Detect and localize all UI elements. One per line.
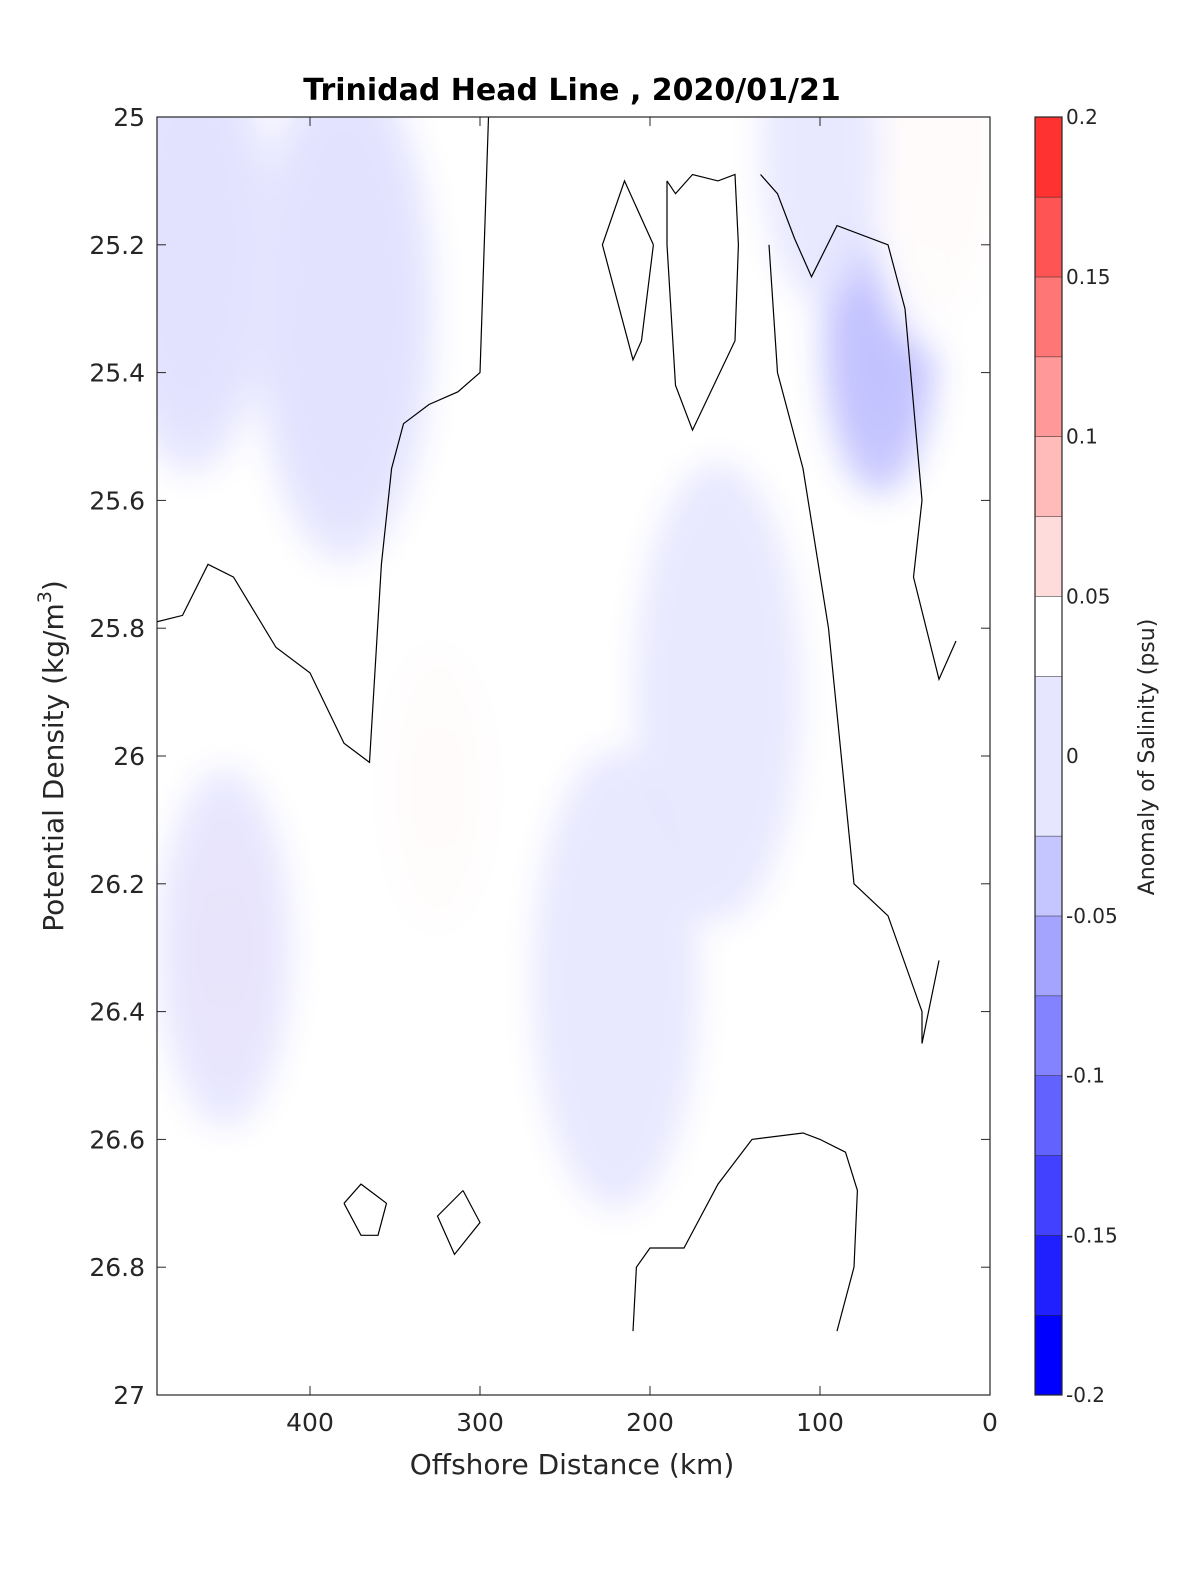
y-tick-label-1: 25.2 [89,231,145,260]
y-tick-label-5: 26 [113,742,145,771]
y-tick-label-3: 25.6 [89,486,145,515]
x-tick-label-0: 400 [286,1408,334,1437]
y-tick-label-0: 25 [113,103,145,132]
y-axis-label-end: ) [37,580,70,591]
zero-contour-lines [157,117,957,1332]
anomaly-feature-7-level-4 [864,117,990,354]
colorbar-band-14 [1035,117,1062,197]
y-axis-label-superscript: 3 [34,591,56,603]
colorbar-label: Anomaly of Salinity (psu) [1135,619,1160,896]
anomaly-feature-5-level-3 [370,607,505,968]
colorbar-band-3 [1035,1075,1062,1156]
colorbar-band-4 [1035,995,1062,1076]
y-axis-ticks: 25 25.2 25.4 25.6 25.8 26 26.2 26.4 26.6 26.8 27 [89,103,990,1410]
x-axis-ticks: 400 300 200 100 0 [286,117,998,1437]
colorbar-band-10 [1035,436,1062,517]
anomaly-feature-1-level-5 [157,117,274,475]
y-tick-label-4: 25.8 [89,614,145,643]
colorbar-tick-label-0: 0.2 [1066,105,1098,129]
colorbar-band-7 [1035,676,1062,836]
zero-contour-7 [632,1132,859,1332]
x-tick-label-2: 200 [626,1408,674,1437]
y-tick-label-8: 26.6 [89,1125,145,1154]
anomaly-field-blur [157,117,990,1332]
chart-title: Trinidad Head Line , 2020/01/21 [303,73,840,108]
anomaly-feature-8-level-2 [761,117,879,304]
zero-contour-5 [343,1183,388,1236]
zero-contour-1 [601,179,654,362]
colorbar-band-2 [1035,1155,1062,1236]
x-axis-label: Offshore Distance (km) [410,1448,735,1481]
colorbar-band-8 [1035,596,1062,677]
zero-contour-2 [666,173,740,432]
y-tick-label-7: 26.4 [89,998,145,1027]
colorbar-tick-label-2: 0.1 [1066,425,1098,449]
colorbar-band-13 [1035,196,1062,277]
zero-contour-0 [157,117,490,764]
x-tick-label-4: 0 [982,1408,998,1437]
anomaly-field [157,117,990,1332]
y-tick-label-2: 25.4 [89,359,145,388]
anomaly-feature-4-level-5 [533,749,699,1210]
colorbar-tick-label-8: -0.2 [1066,1383,1105,1407]
x-tick-label-3: 100 [796,1408,844,1437]
colorbar-tick-label-1: 0.15 [1066,265,1111,289]
y-axis-label: Potential Density (kg/m3) [34,580,70,932]
colorbar-band-5 [1035,915,1062,996]
colorbar-tick-label-6: -0.1 [1066,1064,1105,1088]
anomaly-feature-3-level-5 [635,462,801,923]
zero-contour-3 [760,174,957,682]
colorbar-band-9 [1035,516,1062,597]
colorbar-band-1 [1035,1235,1062,1316]
y-axis-label-main: Potential Density (kg/m [37,603,70,932]
colorbar-tick-label-5: -0.05 [1066,904,1118,928]
zero-contour-6 [436,1190,481,1256]
y-tick-label-9: 26.8 [89,1253,145,1282]
anomaly-feature-6-level-3 [158,767,292,1128]
colorbar-band-12 [1035,276,1062,357]
colorbar-band-6 [1035,835,1062,916]
colorbar-band-0 [1035,1315,1062,1395]
colorbar-tick-label-4: 0 [1066,744,1079,768]
zero-contour-4 [768,244,940,1044]
anomaly-feature-0-level-6 [253,117,435,564]
colorbar-tick-label-7: -0.15 [1066,1223,1118,1247]
y-tick-label-10: 27 [113,1381,145,1410]
colorbar-tick-label-3: 0.05 [1066,584,1111,608]
colorbar: 0.2 0.15 0.1 0.05 0 -0.05 -0.1 -0.15 -0.2 [1034,105,1118,1407]
colorbar-frame [1034,116,1063,1396]
x-tick-label-1: 300 [456,1408,504,1437]
y-tick-label-6: 26.2 [89,870,145,899]
colorbar-band-11 [1035,356,1062,437]
